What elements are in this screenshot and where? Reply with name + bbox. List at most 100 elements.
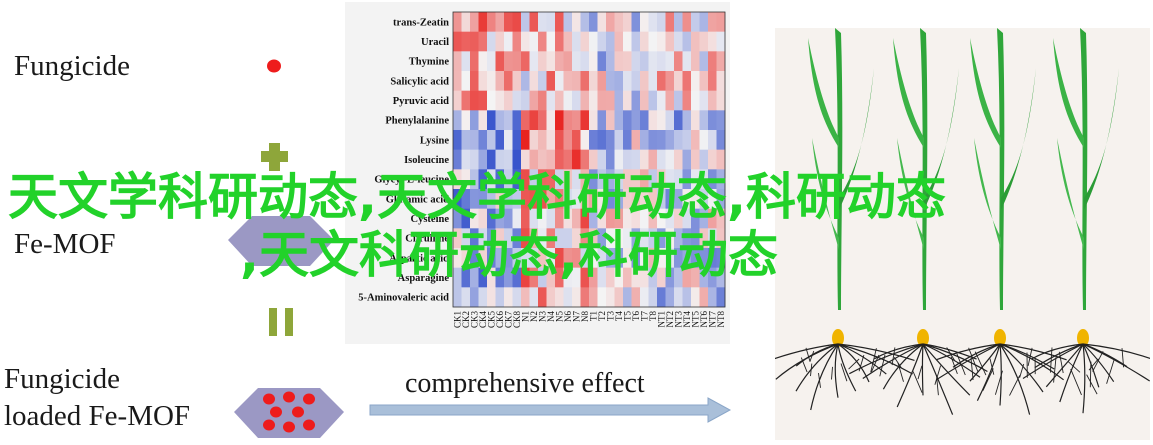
heatmap-cell bbox=[555, 31, 564, 52]
heatmap-cell bbox=[529, 12, 539, 32]
heatmap-cell bbox=[674, 169, 683, 190]
heatmap-cell bbox=[640, 12, 649, 32]
heatmap-cell bbox=[453, 31, 462, 52]
heatmap-cell bbox=[478, 12, 488, 32]
heatmap-cell bbox=[665, 228, 675, 249]
heatmap-cell bbox=[563, 90, 573, 111]
heatmap-cell bbox=[580, 267, 590, 288]
heatmap-cell bbox=[597, 149, 607, 170]
heatmap-cell bbox=[691, 208, 700, 229]
heatmap-cell bbox=[674, 130, 683, 150]
heatmap-cell bbox=[521, 149, 530, 170]
heatmap-cell bbox=[563, 110, 573, 131]
heatmap-cell bbox=[487, 228, 496, 249]
heatmap-cell bbox=[470, 130, 479, 150]
heatmap-cell bbox=[580, 130, 590, 150]
heatmap-cell bbox=[478, 287, 488, 308]
heatmap-cell bbox=[478, 169, 488, 190]
heatmap-cell bbox=[614, 189, 624, 209]
heatmap-cell bbox=[521, 248, 530, 268]
heatmap-cell bbox=[699, 149, 709, 170]
heatmap-cell bbox=[470, 51, 479, 72]
heatmap-cell bbox=[470, 12, 479, 32]
heatmap-cell bbox=[512, 248, 522, 268]
heatmap-cell bbox=[589, 248, 598, 268]
heatmap-cell bbox=[461, 287, 471, 308]
heatmap-cell bbox=[512, 267, 522, 288]
heatmap-cell bbox=[708, 31, 717, 52]
heatmap-cell bbox=[631, 248, 641, 268]
heatmap-cell bbox=[699, 51, 709, 72]
heatmap-cell bbox=[521, 31, 530, 52]
heatmap-cell bbox=[682, 31, 692, 52]
heatmap-cell bbox=[453, 267, 462, 288]
heatmap-cell bbox=[470, 208, 479, 229]
heatmap-cell bbox=[699, 110, 709, 131]
heatmap-cell bbox=[538, 130, 547, 150]
fungicide-dot-icon bbox=[267, 59, 281, 73]
heatmap-cell bbox=[504, 267, 513, 288]
heatmap-cell bbox=[504, 149, 513, 170]
heatmap-cell bbox=[606, 267, 615, 288]
heatmap-cell bbox=[648, 228, 658, 249]
heatmap-cell bbox=[657, 110, 666, 131]
heatmap-cell bbox=[674, 248, 683, 268]
heatmap-cell bbox=[563, 12, 573, 32]
heatmap-cell bbox=[597, 189, 607, 209]
heatmap-cell bbox=[699, 130, 709, 150]
heatmap-cell bbox=[665, 90, 675, 111]
heatmap-cell bbox=[572, 267, 581, 288]
heatmap-cell bbox=[665, 208, 675, 229]
heatmap-cell bbox=[546, 149, 556, 170]
heatmap-cell bbox=[487, 208, 496, 229]
heatmap-cell bbox=[716, 90, 726, 111]
fungicide-loaded-label-line1: Fungicide bbox=[4, 363, 120, 395]
heatmap-cell bbox=[708, 248, 717, 268]
heatmap-cell bbox=[580, 189, 590, 209]
heatmap-cell bbox=[691, 267, 700, 288]
heatmap-cell bbox=[691, 149, 700, 170]
heatmap-cell bbox=[631, 12, 641, 32]
heatmap-row-label: Citrulline bbox=[405, 234, 449, 245]
heatmap-cell bbox=[470, 110, 479, 131]
comprehensive-effect-label: comprehensive effect bbox=[405, 368, 645, 399]
heatmap-cell bbox=[699, 228, 709, 249]
heatmap-cell bbox=[648, 149, 658, 170]
heatmap-cell bbox=[606, 189, 615, 209]
heatmap-cell bbox=[682, 287, 692, 308]
heatmap-cell bbox=[555, 71, 564, 91]
heatmap-cell bbox=[487, 248, 496, 268]
heatmap-cell bbox=[674, 71, 683, 91]
heatmap-cell bbox=[521, 287, 530, 308]
heatmap-cell bbox=[495, 90, 505, 111]
heatmap-cell bbox=[478, 189, 488, 209]
heatmap-cell bbox=[512, 90, 522, 111]
heatmap-cell bbox=[708, 110, 717, 131]
heatmap-cell bbox=[623, 189, 632, 209]
plus-icon bbox=[261, 143, 288, 171]
heatmap-cell bbox=[504, 248, 513, 268]
heatmap-cell bbox=[555, 189, 564, 209]
heatmap-cell bbox=[563, 169, 573, 190]
heatmap-cell bbox=[461, 248, 471, 268]
heatmap-cell bbox=[461, 51, 471, 72]
heatmap-cell bbox=[546, 12, 556, 32]
heatmap-cell bbox=[504, 90, 513, 111]
heatmap-cell bbox=[674, 287, 683, 308]
heatmap-row-label: Thymine bbox=[409, 57, 450, 68]
heatmap-cell bbox=[495, 228, 505, 249]
heatmap-cell bbox=[461, 110, 471, 131]
heatmap-cell bbox=[716, 130, 726, 150]
heatmap-cell bbox=[597, 12, 607, 32]
heatmap-cell bbox=[580, 51, 590, 72]
heatmap-cell bbox=[589, 51, 598, 72]
heatmap-cell bbox=[487, 149, 496, 170]
heatmap-cell bbox=[504, 228, 513, 249]
heatmap-cell bbox=[597, 228, 607, 249]
heatmap-cell bbox=[589, 149, 598, 170]
heatmap-cell bbox=[529, 287, 539, 308]
heatmap-column-label: NT4 bbox=[682, 311, 692, 328]
heatmap-cell bbox=[546, 169, 556, 190]
heatmap-cell bbox=[546, 130, 556, 150]
heatmap-cell bbox=[708, 149, 717, 170]
